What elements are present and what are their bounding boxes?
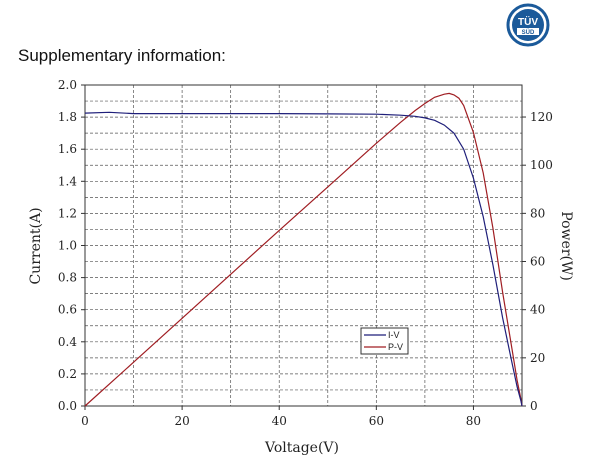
grid-layer	[85, 85, 522, 406]
legend-label-pv: P-V	[388, 342, 403, 352]
y-left-tick-label: 0.6	[58, 303, 77, 317]
y-left-tick-label: 0.0	[58, 399, 77, 413]
y-left-tick-label: 0.2	[58, 367, 77, 381]
y-right-tick-label: 0	[530, 399, 538, 413]
legend-box	[360, 327, 409, 355]
x-tick-label: 60	[369, 414, 384, 428]
series-line-iv	[84, 111, 523, 407]
y-left-tick-label: 1.4	[58, 174, 77, 188]
y-left-tick-label: 1.0	[58, 239, 77, 253]
axis-layer: 0 20 40 60 80 0.0 0.2 0.4 0.6 0.8 1.0 1.2 1.4 1.6 1.8 2…	[58, 78, 553, 428]
x-tick-label: 40	[272, 414, 287, 428]
y-right-tick-label: 120	[530, 110, 553, 124]
y-left-tick-label: 2.0	[58, 78, 77, 92]
tuv-logo: TÜV SÜD	[506, 3, 550, 47]
legend: I-V P-V	[360, 327, 409, 355]
page-title: Supplementary information:	[18, 46, 226, 65]
y-axis-label-left: Current(A)	[28, 207, 44, 284]
x-tick-label: 80	[466, 414, 481, 428]
logo-text-top: TÜV	[518, 15, 538, 28]
logo-text-bottom: SÜD	[522, 29, 535, 36]
y-left-tick-label: 1.8	[58, 110, 77, 124]
x-axis-label: Voltage(V)	[264, 440, 339, 456]
y-axis-label-right: Power(W)	[558, 211, 574, 281]
y-left-tick-label: 1.2	[58, 206, 77, 220]
y-left-tick-label: 1.6	[58, 142, 77, 156]
series-line-pv	[84, 92, 523, 407]
y-left-tick-label: 0.8	[58, 271, 77, 285]
y-right-tick-label: 80	[530, 206, 545, 220]
y-right-tick-label: 20	[530, 351, 545, 365]
legend-label-iv: I-V	[388, 330, 400, 340]
y-right-tick-label: 40	[530, 303, 545, 317]
y-right-tick-label: 100	[530, 158, 553, 172]
x-tick-label: 20	[174, 414, 189, 428]
y-right-tick-label: 60	[530, 255, 545, 269]
y-left-tick-label: 0.4	[58, 335, 77, 349]
x-tick-label: 0	[81, 414, 89, 428]
